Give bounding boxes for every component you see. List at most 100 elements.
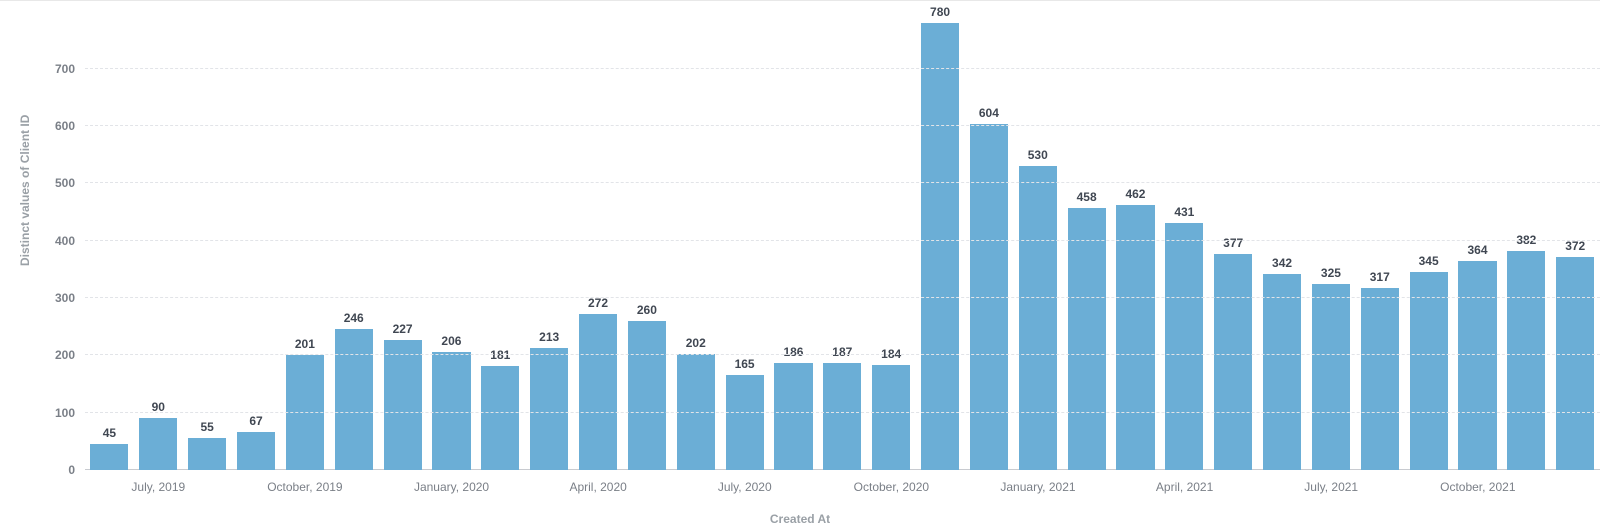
bar-value-label: 45 xyxy=(103,426,116,440)
bar-slot: 206 xyxy=(427,23,476,470)
bars-group: 45 90 55 67 201 246 227 206 181 213 272 260 202 165 18… xyxy=(85,23,1600,470)
bar-value-label: 342 xyxy=(1272,256,1292,270)
grid-line xyxy=(85,182,1600,183)
y-tick-label: 200 xyxy=(55,348,75,362)
bar[interactable]: 382 xyxy=(1507,251,1545,470)
bar[interactable]: 377 xyxy=(1214,254,1252,470)
bar-value-label: 530 xyxy=(1028,148,1048,162)
bar-slot: 372 xyxy=(1551,23,1600,470)
grid-line xyxy=(85,68,1600,69)
y-tick-label: 600 xyxy=(55,119,75,133)
bar[interactable]: 530 xyxy=(1019,166,1057,470)
bar-slot: 246 xyxy=(329,23,378,470)
y-tick-label: 700 xyxy=(55,62,75,76)
bar[interactable]: 372 xyxy=(1556,257,1594,470)
bar[interactable]: 55 xyxy=(188,438,226,470)
bar[interactable]: 431 xyxy=(1165,223,1203,470)
x-tick-label: January, 2020 xyxy=(414,480,489,494)
x-tick-label: April, 2020 xyxy=(569,480,626,494)
bar[interactable]: 260 xyxy=(628,321,666,470)
bar-slot: 165 xyxy=(720,23,769,470)
bar-value-label: 325 xyxy=(1321,266,1341,280)
bar[interactable]: 272 xyxy=(579,314,617,470)
bar-value-label: 431 xyxy=(1174,205,1194,219)
bar-value-label: 364 xyxy=(1467,243,1487,257)
grid-line xyxy=(85,240,1600,241)
bar-slot: 342 xyxy=(1258,23,1307,470)
bar-value-label: 345 xyxy=(1419,254,1439,268)
bar[interactable]: 181 xyxy=(481,366,519,470)
bar-value-label: 462 xyxy=(1125,187,1145,201)
x-tick-label: October, 2021 xyxy=(1440,480,1515,494)
bar-value-label: 213 xyxy=(539,330,559,344)
bar-slot: 317 xyxy=(1355,23,1404,470)
bar-slot: 186 xyxy=(769,23,818,470)
chart-container: Distinct values of Client ID Created At … xyxy=(0,0,1600,530)
x-tick-label: July, 2019 xyxy=(131,480,185,494)
bar-slot: 55 xyxy=(183,23,232,470)
bar-slot: 90 xyxy=(134,23,183,470)
bar[interactable]: 364 xyxy=(1458,261,1496,470)
bar[interactable]: 462 xyxy=(1116,205,1154,470)
y-tick-label: 100 xyxy=(55,406,75,420)
bar[interactable]: 345 xyxy=(1410,272,1448,470)
x-tick-label: July, 2021 xyxy=(1304,480,1358,494)
bar[interactable]: 780 xyxy=(921,23,959,470)
bar-value-label: 201 xyxy=(295,337,315,351)
bar-slot: 45 xyxy=(85,23,134,470)
bar[interactable]: 213 xyxy=(530,348,568,470)
bar-slot: 181 xyxy=(476,23,525,470)
bar-slot: 458 xyxy=(1062,23,1111,470)
bar-value-label: 55 xyxy=(200,420,213,434)
y-tick-label: 0 xyxy=(68,463,75,477)
bar-slot: 325 xyxy=(1306,23,1355,470)
y-tick-label: 400 xyxy=(55,234,75,248)
bar-slot: 382 xyxy=(1502,23,1551,470)
bar-slot: 604 xyxy=(964,23,1013,470)
bar-value-label: 67 xyxy=(249,414,262,428)
bar-slot: 530 xyxy=(1013,23,1062,470)
bar-value-label: 187 xyxy=(832,345,852,359)
bar-value-label: 317 xyxy=(1370,270,1390,284)
bar[interactable]: 45 xyxy=(90,444,128,470)
bar-value-label: 206 xyxy=(441,334,461,348)
plot-area: 45 90 55 67 201 246 227 206 181 213 272 260 202 165 18… xyxy=(85,23,1600,470)
bar[interactable]: 184 xyxy=(872,365,910,470)
bar-slot: 364 xyxy=(1453,23,1502,470)
bar[interactable]: 246 xyxy=(335,329,373,470)
bar-slot: 202 xyxy=(671,23,720,470)
bar-value-label: 202 xyxy=(686,336,706,350)
bar-value-label: 260 xyxy=(637,303,657,317)
y-tick-label: 300 xyxy=(55,291,75,305)
bar-slot: 67 xyxy=(232,23,281,470)
bar-slot: 272 xyxy=(574,23,623,470)
bar[interactable]: 458 xyxy=(1068,208,1106,470)
bar-slot: 201 xyxy=(280,23,329,470)
bar[interactable]: 67 xyxy=(237,432,275,470)
grid-line xyxy=(85,297,1600,298)
bar[interactable]: 186 xyxy=(774,363,812,470)
bar-slot: 431 xyxy=(1160,23,1209,470)
bar-slot: 184 xyxy=(867,23,916,470)
bar-slot: 213 xyxy=(525,23,574,470)
bar-slot: 462 xyxy=(1111,23,1160,470)
bar[interactable]: 227 xyxy=(384,340,422,470)
bar-value-label: 377 xyxy=(1223,236,1243,250)
bar[interactable]: 90 xyxy=(139,418,177,470)
bar[interactable]: 342 xyxy=(1263,274,1301,470)
bar[interactable]: 317 xyxy=(1361,288,1399,470)
x-tick-label: January, 2021 xyxy=(1000,480,1075,494)
bar[interactable]: 187 xyxy=(823,363,861,470)
bar-value-label: 780 xyxy=(930,5,950,19)
bar-value-label: 272 xyxy=(588,296,608,310)
bar-value-label: 604 xyxy=(979,106,999,120)
grid-line xyxy=(85,412,1600,413)
bar-slot: 187 xyxy=(818,23,867,470)
grid-line xyxy=(85,125,1600,126)
bar-value-label: 227 xyxy=(393,322,413,336)
bar[interactable]: 165 xyxy=(726,375,764,470)
bar[interactable]: 325 xyxy=(1312,284,1350,470)
y-tick-label: 500 xyxy=(55,176,75,190)
bar-value-label: 372 xyxy=(1565,239,1585,253)
bar-value-label: 186 xyxy=(783,345,803,359)
